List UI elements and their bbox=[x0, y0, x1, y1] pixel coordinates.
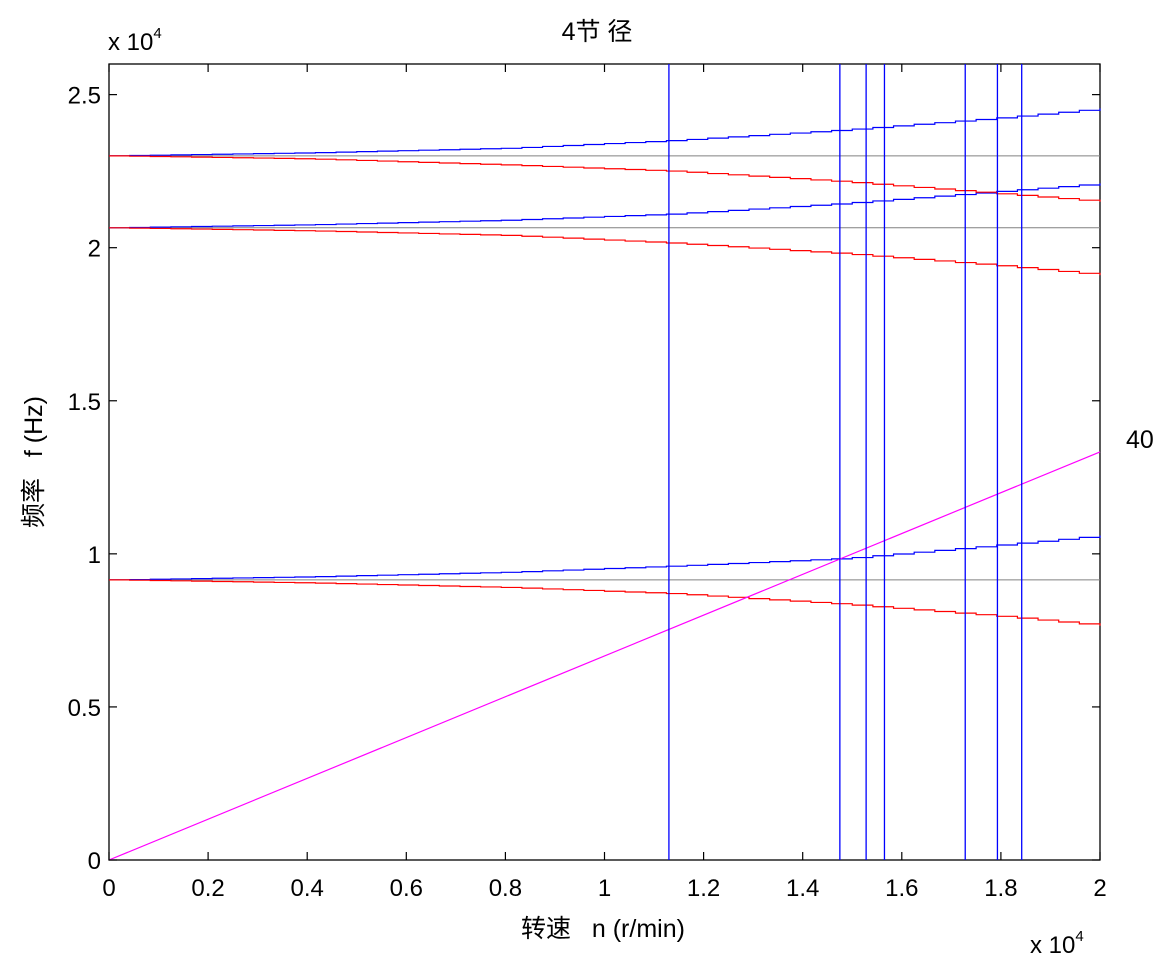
series-line-8 bbox=[109, 155, 1101, 202]
x-tick-label: 1.4 bbox=[786, 875, 819, 902]
plot-area bbox=[108, 63, 1101, 861]
y-axis-label: 频率 f (Hz) bbox=[20, 396, 48, 528]
x-multiplier-exponent: 4 bbox=[1075, 928, 1083, 945]
x-tick-label: 2 bbox=[1093, 875, 1106, 902]
series-line-4 bbox=[109, 579, 1101, 626]
ticks: 0 0.2 0.4 0.6 0.8 1 1.2 1.4 1.6 1.8 2 0 0.5 1 1.5 2 2.5 bbox=[68, 64, 1107, 902]
x-tick-label: 0.8 bbox=[489, 875, 522, 902]
y-tick-label: 2 bbox=[88, 236, 101, 263]
x-tick-label: 1.2 bbox=[687, 875, 720, 902]
x-tick-label: 0 bbox=[102, 875, 115, 902]
x-axis-multiplier: x 104 bbox=[1030, 928, 1084, 959]
y-tick-label: 1 bbox=[88, 542, 101, 569]
series-line-6 bbox=[109, 227, 1101, 276]
x-tick-label: 1 bbox=[598, 875, 611, 902]
y-tick-label: 0.5 bbox=[68, 695, 101, 722]
series-layer bbox=[108, 108, 1101, 861]
y-axis-multiplier: x 104 bbox=[108, 25, 162, 56]
x-tick-label: 1.8 bbox=[984, 875, 1017, 902]
x-tick-label: 0.4 bbox=[291, 875, 324, 902]
vertical-lines bbox=[668, 64, 1023, 860]
series-line-3 bbox=[109, 535, 1101, 581]
chart-title: 4节 径 bbox=[562, 18, 633, 46]
x-axis-label: 转速 n (r/min) bbox=[521, 915, 685, 943]
annotation-label: 40 bbox=[1126, 426, 1154, 454]
y-multiplier-exponent: 4 bbox=[153, 25, 161, 42]
x-tick-label: 0.2 bbox=[191, 875, 224, 902]
x-tick-label: 1.6 bbox=[885, 875, 918, 902]
series-line-5 bbox=[109, 183, 1101, 229]
series-line-9 bbox=[108, 451, 1101, 861]
x-tick-label: 0.6 bbox=[390, 875, 423, 902]
y-tick-label: 0 bbox=[88, 848, 101, 875]
labels: 4节 径 转速 n (r/min) 频率 f (Hz) x 104 x 104 … bbox=[20, 18, 1154, 959]
y-tick-label: 2.5 bbox=[68, 83, 101, 110]
plot-frame bbox=[108, 63, 1101, 861]
x-multiplier-base: x 10 bbox=[1030, 932, 1075, 959]
series-line-7 bbox=[109, 108, 1101, 157]
y-tick-label: 1.5 bbox=[68, 389, 101, 416]
y-multiplier-base: x 10 bbox=[108, 29, 153, 56]
